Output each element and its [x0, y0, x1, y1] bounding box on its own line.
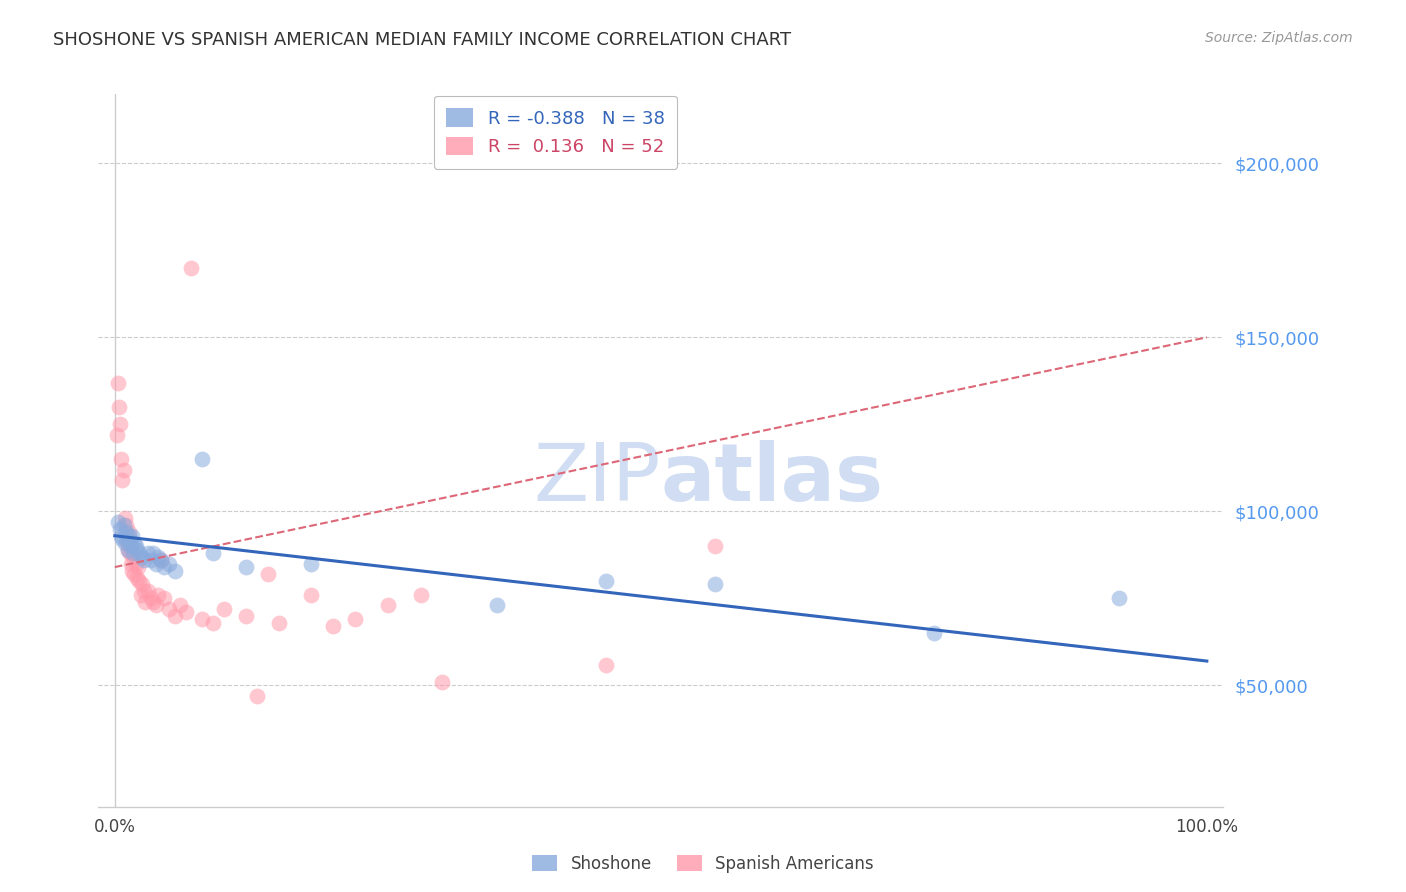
Point: [344, 612, 367, 626]
Point: [114, 511, 136, 525]
Point: [157, 557, 180, 571]
Point: [110, 452, 132, 467]
Point: [131, 577, 153, 591]
Point: [110, 417, 132, 432]
Point: [124, 535, 146, 549]
Point: [212, 602, 235, 616]
Point: [107, 376, 129, 390]
Point: [120, 539, 142, 553]
Point: [145, 557, 167, 571]
Point: [136, 546, 159, 560]
Point: [136, 584, 159, 599]
Point: [134, 595, 156, 609]
Point: [134, 553, 156, 567]
Point: [115, 533, 138, 547]
Point: [148, 588, 170, 602]
Point: [115, 535, 138, 549]
Point: [114, 535, 136, 549]
Point: [125, 542, 148, 557]
Point: [202, 615, 225, 630]
Point: [129, 588, 152, 602]
Point: [118, 529, 141, 543]
Point: [111, 533, 134, 547]
Point: [256, 567, 278, 582]
Point: [122, 549, 145, 564]
Point: [142, 595, 165, 609]
Point: [114, 518, 136, 533]
Point: [169, 599, 191, 613]
Point: [120, 535, 142, 549]
Point: [124, 539, 146, 553]
Text: SHOSHONE VS SPANISH AMERICAN MEDIAN FAMILY INCOME CORRELATION CHART: SHOSHONE VS SPANISH AMERICAN MEDIAN FAMI…: [53, 31, 792, 49]
Point: [122, 546, 145, 560]
Point: [153, 591, 176, 606]
Point: [432, 675, 454, 690]
Point: [114, 525, 136, 540]
Point: [107, 515, 129, 529]
Point: [202, 546, 225, 560]
Point: [163, 564, 186, 578]
Point: [235, 608, 257, 623]
Point: [149, 553, 172, 567]
Point: [299, 557, 322, 571]
Point: [124, 567, 146, 582]
Point: [145, 599, 167, 613]
Point: [704, 539, 727, 553]
Point: [117, 542, 139, 557]
Point: [485, 599, 508, 613]
Point: [131, 549, 153, 564]
Point: [120, 557, 142, 571]
Point: [267, 615, 290, 630]
Point: [118, 525, 141, 540]
Point: [128, 546, 150, 560]
Point: [595, 574, 617, 588]
Point: [105, 427, 128, 442]
Point: [163, 608, 186, 623]
Point: [1108, 591, 1130, 606]
Point: [246, 689, 269, 703]
Point: [157, 602, 180, 616]
Point: [299, 588, 322, 602]
Point: [322, 619, 344, 633]
Point: [139, 591, 162, 606]
Legend: Shoshone, Spanish Americans: Shoshone, Spanish Americans: [526, 848, 880, 880]
Point: [595, 657, 617, 672]
Text: Source: ZipAtlas.com: Source: ZipAtlas.com: [1205, 31, 1353, 45]
Point: [409, 588, 432, 602]
Point: [110, 529, 132, 543]
Point: [134, 584, 156, 599]
Point: [121, 529, 143, 543]
Point: [110, 522, 132, 536]
Point: [235, 560, 257, 574]
Point: [153, 560, 176, 574]
Point: [191, 452, 214, 467]
Point: [704, 577, 727, 591]
Point: [191, 612, 214, 626]
Point: [148, 549, 170, 564]
Point: [127, 560, 149, 574]
Text: atlas: atlas: [661, 440, 884, 518]
Legend: R = -0.388   N = 38, R =  0.136   N = 52: R = -0.388 N = 38, R = 0.136 N = 52: [433, 95, 678, 169]
Point: [922, 626, 945, 640]
Point: [112, 518, 135, 533]
Point: [120, 546, 142, 560]
Point: [142, 546, 165, 560]
Point: [108, 400, 131, 414]
Point: [112, 462, 135, 476]
Point: [117, 542, 139, 557]
Point: [111, 473, 134, 487]
Point: [180, 260, 202, 275]
Point: [377, 599, 399, 613]
Text: ZIP: ZIP: [533, 440, 661, 518]
Point: [139, 553, 162, 567]
Point: [128, 574, 150, 588]
Point: [124, 557, 146, 571]
Point: [149, 553, 172, 567]
Point: [174, 605, 197, 619]
Point: [125, 570, 148, 584]
Point: [121, 564, 143, 578]
